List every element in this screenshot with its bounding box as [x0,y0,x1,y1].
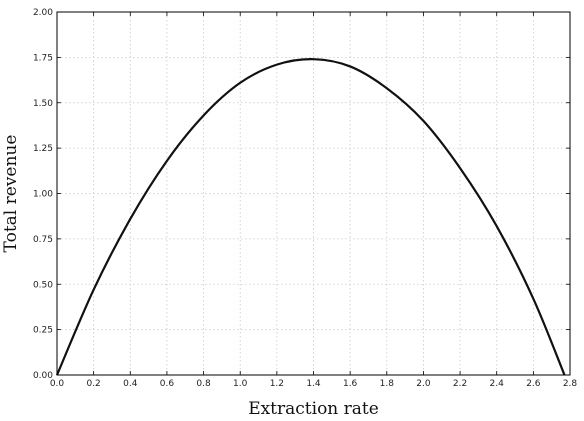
y-axis-title: Total revenue [1,135,21,253]
x-tick-label: 1.2 [270,379,284,389]
x-axis-title: Extraction rate [248,399,379,419]
x-tick-label: 2.4 [490,379,505,389]
x-tick-label: 2.6 [526,379,541,389]
y-tick-label: 0.75 [33,235,53,245]
y-tick-label: 0.00 [33,371,53,381]
y-tick-label: 2.00 [33,8,53,18]
y-tick-label: 0.50 [33,280,53,290]
x-tick-label: 0.2 [86,379,100,389]
y-tick-label: 1.25 [33,144,53,154]
y-tick-label: 1.75 [33,53,53,63]
x-tick-label: 1.6 [343,379,358,389]
x-tick-label: 0.6 [160,379,175,389]
x-tick-label: 0.4 [123,379,138,389]
series-layer [55,58,566,376]
x-tick-label: 1.8 [380,379,395,389]
grid [56,11,571,376]
x-tick-label: 2.8 [563,379,578,389]
y-tick-label: 0.25 [33,326,53,336]
x-tick-label: 2.0 [416,379,431,389]
x-tick-label: 0.8 [196,379,211,389]
x-tick-label: 0.0 [50,379,65,389]
x-tick-label: 1.0 [233,379,248,389]
x-tick-label: 1.4 [306,379,321,389]
y-tick-label: 1.00 [33,190,53,200]
ticks: 0.0 0.2 0.4 0.6 0.8 1.0 1.2 1.4 1.6 1.8 2.0 2.2 2.4 2… [33,8,577,389]
y-tick-label: 1.50 [33,99,53,109]
x-tick-label: 2.2 [453,379,467,389]
series-line [55,58,566,376]
